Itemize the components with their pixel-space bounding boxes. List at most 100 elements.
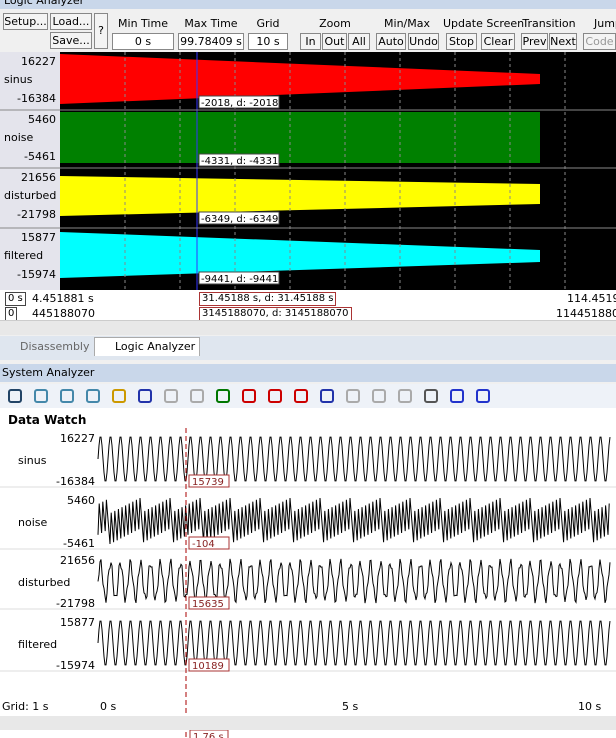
- setup-button[interactable]: Setup...: [3, 13, 48, 30]
- filtered-trace: [60, 232, 540, 278]
- waveform: [97, 620, 611, 666]
- logic-plot: 16227 sinus -16384 -2018, d: -2018 5460 noise…: [0, 52, 616, 290]
- right-state: 11445188070: [556, 307, 616, 320]
- min-label: -21798: [56, 597, 95, 610]
- scrollbar[interactable]: [0, 716, 616, 730]
- auto-button[interactable]: Auto: [376, 33, 406, 50]
- help-button[interactable]: ?: [94, 13, 108, 49]
- toolbar-icon[interactable]: [294, 389, 308, 403]
- start-time: 0 s: [5, 292, 26, 306]
- cursor-box: [188, 658, 230, 672]
- toolbar-icon[interactable]: [398, 389, 412, 403]
- grid-label: Grid: 1 s: [2, 700, 49, 713]
- toolbar-icon[interactable]: [8, 389, 22, 403]
- grid-value: 10 s: [248, 33, 288, 50]
- toolbar-icon[interactable]: [372, 389, 386, 403]
- jump-label: Jump: [594, 17, 616, 30]
- cursor-value: 15739: [192, 477, 224, 488]
- max-label: 5460: [28, 113, 56, 126]
- cursor-value: -6349, d: -6349: [201, 214, 278, 225]
- zoom-all-button[interactable]: All: [348, 33, 370, 50]
- code-button[interactable]: Code: [583, 33, 616, 50]
- cursor-time: 1.76 s: [193, 732, 224, 738]
- left-time: 4.451881 s: [32, 292, 94, 305]
- clear-button[interactable]: Clear: [481, 33, 515, 50]
- toolbar-icon[interactable]: [476, 389, 490, 403]
- signal-name: filtered: [18, 638, 57, 651]
- panel-title: System Analyzer: [2, 366, 95, 379]
- signal-name: sinus: [18, 454, 47, 467]
- next-button[interactable]: Next: [549, 33, 577, 50]
- save-button[interactable]: Save...: [50, 32, 92, 49]
- toolbar-icon[interactable]: [268, 389, 282, 403]
- max-label: 21656: [60, 554, 95, 567]
- max-label: 15877: [60, 616, 95, 629]
- max-label: 16227: [60, 432, 95, 445]
- toolbar-icon[interactable]: [164, 389, 178, 403]
- signal-name: disturbed: [4, 189, 56, 202]
- max-label: 16227: [21, 55, 56, 68]
- axis-label: 10 s: [578, 700, 601, 713]
- toolbar-icon[interactable]: [138, 389, 152, 403]
- max-label: 15877: [21, 231, 56, 244]
- toolbar-icon[interactable]: [60, 389, 74, 403]
- cursor-value: -4331, d: -4331: [201, 156, 278, 167]
- icon-toolbar: [0, 384, 616, 408]
- min-label: -16384: [17, 92, 56, 105]
- title-bar: Logic Analyzer: [0, 0, 616, 9]
- system-plot: 16227 sinus -16384 15739 5460 noise -5461 -104 2…: [0, 428, 616, 738]
- toolbar-icon[interactable]: [424, 389, 438, 403]
- cursor-state: 3145188070, d: 3145188070: [199, 307, 352, 321]
- left-state: 445188070: [32, 307, 95, 320]
- toolbar-icon[interactable]: [112, 389, 126, 403]
- toolbar-icon[interactable]: [190, 389, 204, 403]
- tab-active[interactable]: Logic Analyzer: [94, 337, 201, 356]
- label-column: [0, 52, 60, 290]
- max-label: 21656: [21, 171, 56, 184]
- minmax-label: Min/Max: [384, 17, 430, 30]
- prev-button[interactable]: Prev: [521, 33, 548, 50]
- scrollbar[interactable]: [0, 320, 616, 335]
- signal-name: sinus: [4, 73, 33, 86]
- toolbar-icon[interactable]: [86, 389, 100, 403]
- toolbar-icon[interactable]: [34, 389, 48, 403]
- cursor-box: [198, 153, 280, 167]
- max-time-label: Max Time: [184, 17, 238, 30]
- panel-title-bar: System Analyzer: [0, 364, 616, 382]
- cursor-value: 10189: [192, 661, 224, 672]
- waveform: [97, 558, 611, 604]
- tab-strip: Disassembly Logic Analyzer: [0, 336, 616, 360]
- axis-label: 0 s: [100, 700, 116, 713]
- status-area: 0 s 4.451881 s 31.45188 s, d: 31.45188 s…: [0, 290, 616, 321]
- min-time-label: Min Time: [118, 17, 168, 30]
- toolbar-icon[interactable]: [242, 389, 256, 403]
- update-label: Update Screen: [443, 17, 525, 30]
- grid-label: Grid: [256, 17, 280, 30]
- cursor-box: [188, 596, 230, 610]
- cursor-box: [198, 211, 280, 225]
- window-title: Logic Analyzer: [4, 0, 85, 7]
- undo-button[interactable]: Undo: [408, 33, 439, 50]
- signal-name: disturbed: [18, 576, 70, 589]
- tab[interactable]: Disassembly: [20, 340, 90, 353]
- zoom-in-button[interactable]: In: [300, 33, 321, 50]
- signal-name: noise: [4, 131, 33, 144]
- toolbar-icon[interactable]: [216, 389, 230, 403]
- toolbar-icon[interactable]: [450, 389, 464, 403]
- toolbar-icon[interactable]: [346, 389, 360, 403]
- signal-name: noise: [18, 516, 47, 529]
- section-title: Data Watch: [8, 413, 87, 427]
- right-time: 114.4519 s: [567, 292, 616, 305]
- cursor-value: 15635: [192, 599, 224, 610]
- zoom-out-button[interactable]: Out: [322, 33, 347, 50]
- start-state: 0: [5, 307, 18, 321]
- transition-label: Transition: [522, 17, 576, 30]
- min-label: -15974: [56, 659, 95, 672]
- load-button[interactable]: Load...: [50, 13, 92, 30]
- zoom-label: Zoom: [319, 17, 351, 30]
- stop-button[interactable]: Stop: [446, 33, 477, 50]
- toolbar-icon[interactable]: [320, 389, 334, 403]
- cursor-box: [198, 95, 280, 109]
- cursor-box: [188, 474, 230, 488]
